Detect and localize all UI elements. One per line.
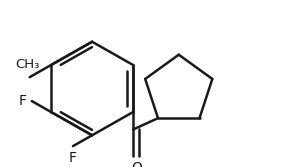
Text: CH₃: CH₃ — [15, 58, 39, 71]
Text: O: O — [131, 161, 142, 167]
Text: F: F — [69, 151, 77, 165]
Text: F: F — [18, 94, 26, 108]
